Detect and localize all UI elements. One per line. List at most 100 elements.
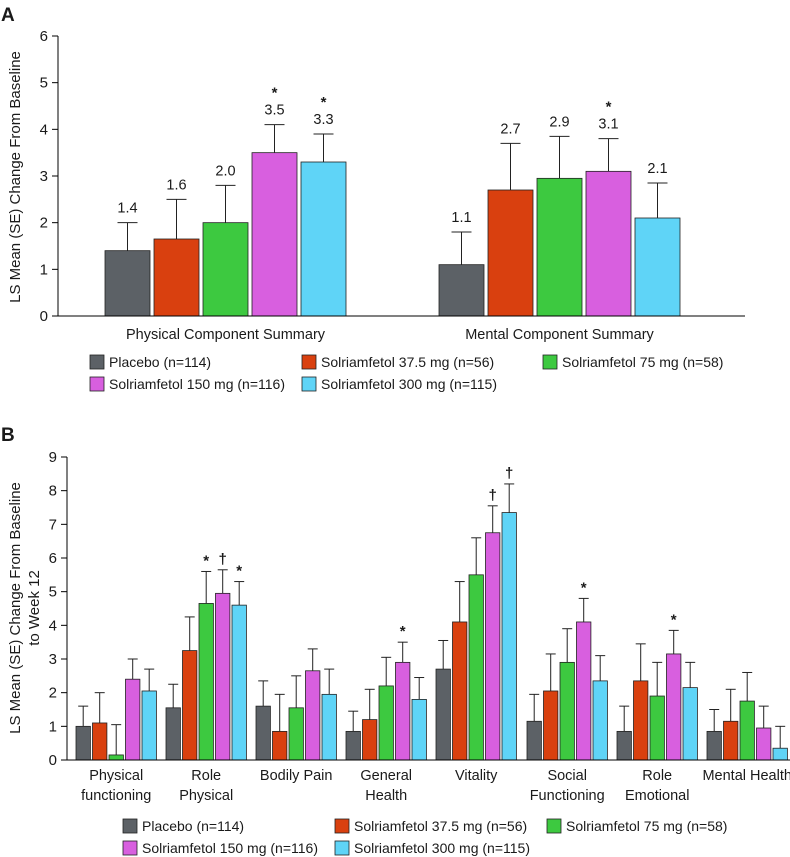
panel-a-y-tick-label: 1 (40, 261, 48, 278)
panel-a-category-label: Mental Component Summary (465, 327, 654, 343)
panel-a-value-label: 1.4 (117, 201, 137, 217)
panel-b-bar (452, 621, 468, 761)
panel-a-bar (438, 264, 485, 317)
panel-a-y-tick-label: 2 (40, 215, 48, 232)
panel-b-legend-label: Solriamfetol 37.5 mg (n=56) (354, 818, 527, 834)
panel-b-y-tick-labels: 0 1 2 3 4 5 6 7 8 9 (49, 449, 67, 769)
panel-b-label: B (1, 425, 15, 446)
panel-a-value-label: 3.1 (598, 117, 618, 133)
panel-b-category-label: functioning (81, 788, 151, 804)
panel-a-legend-swatch (301, 354, 317, 370)
panel-b-category-label: Social (547, 768, 587, 784)
panel-a-legend-label: Placebo (n=114) (109, 354, 211, 370)
panel-b-y-tick-label: 9 (49, 449, 57, 466)
panel-b-bars: * † * * † † * * (75, 465, 788, 761)
panel-a-y-tick-label: 5 (40, 75, 48, 92)
panel-b-category-label: Role (642, 768, 672, 784)
panel-b-significance-mark: † (505, 465, 513, 482)
panel-b-bar (616, 730, 632, 761)
panel-b-legend-swatch (546, 818, 562, 834)
panel-a-legend: Placebo (n=114) Solriamfetol 37.5 mg (n=5… (89, 354, 723, 392)
panel-b-axes (66, 457, 790, 761)
panel-a-bar (251, 152, 298, 317)
panel-a-legend-label: Solriamfetol 300 mg (n=115) (321, 376, 497, 392)
panel-a-bars: 1.41.62.03.5*3.3*1.12.7 2.9 3.1*2.1 (104, 85, 681, 317)
panel-a-category-label: Physical Component Summary (126, 327, 326, 343)
panel-b-bar (559, 661, 575, 761)
panel-a-value-label: 3.3 (313, 112, 333, 128)
panel-a-legend-label: Solriamfetol 37.5 mg (n=56) (321, 354, 494, 370)
panel-b-bar (756, 727, 772, 761)
panel-b-bar (92, 722, 108, 761)
panel-a-value-label: 1.1 (451, 210, 471, 226)
panel-a-legend-swatch (542, 354, 558, 370)
panel-b-bar (362, 719, 378, 761)
panel-a-significance-mark: * (606, 99, 612, 116)
panel-a-bar (300, 161, 347, 317)
panel-b-bar (108, 754, 124, 761)
panel-b-bar (231, 604, 247, 761)
panel-b-bar (739, 700, 755, 761)
panel-b-legend-swatch (334, 840, 350, 856)
panel-b-bar (411, 699, 427, 761)
panel-a-bar (585, 170, 632, 317)
panel-b-y-tick-label: 3 (49, 651, 57, 668)
panel-b-category-label: Role (191, 768, 221, 784)
panel-a-value-label: 2.0 (215, 163, 235, 179)
panel-b-y-tick-label: 0 (49, 752, 57, 769)
panel-b-bar (378, 685, 394, 761)
panel-b-y-tick-label: 1 (49, 718, 57, 735)
panel-b-y-axis-label-line1: LS Mean (SE) Change From Baseline (7, 482, 24, 734)
panel-b-bar (723, 720, 739, 761)
panel-b-significance-mark: * (400, 623, 406, 640)
panel-b-bar (526, 720, 542, 761)
panel-a-label: A (1, 5, 15, 26)
panel-b-bar (305, 670, 321, 761)
panel-b-bar (485, 532, 501, 761)
panel-a-chart: A LS Mean (SE) Change From Baseline 0 1 2 3… (1, 5, 745, 392)
panel-b-bar (772, 747, 788, 761)
panel-b-chart: B LS Mean (SE) Change From Baseline to W… (1, 425, 790, 856)
panel-b-bar (435, 668, 451, 761)
panel-b-bar (706, 730, 722, 761)
panel-b-significance-mark: * (581, 579, 587, 596)
panel-b-significance-mark: * (236, 563, 242, 580)
panel-a-y-tick-labels: 0 1 2 3 4 5 6 (40, 28, 58, 325)
panel-b-legend-swatch (122, 818, 138, 834)
panel-b-y-tick-label: 2 (49, 685, 57, 702)
panel-b-bar (272, 730, 288, 761)
panel-a-y-tick-label: 3 (40, 168, 48, 185)
panel-a-value-label: 3.5 (264, 103, 284, 119)
panel-b-y-tick-label: 6 (49, 550, 57, 567)
panel-b-significance-mark: † (219, 551, 227, 568)
panel-a-y-tick-label: 6 (40, 28, 48, 45)
panel-b-bar (633, 680, 649, 761)
panel-b-bar (543, 690, 559, 761)
panel-a-y-tick-label: 4 (40, 121, 48, 138)
panel-a-value-label: 2.1 (647, 161, 667, 177)
panel-b-bar (165, 707, 181, 761)
panel-b-category-label: Functioning (530, 788, 605, 804)
panel-b-legend: Placebo (n=114) Solriamfetol 37.5 mg (n=5… (122, 818, 727, 856)
panel-a-y-axis-label: LS Mean (SE) Change From Baseline (7, 51, 24, 303)
panel-b-category-label: Physical (179, 788, 233, 804)
panel-b-bar (501, 512, 517, 761)
panel-b-bar (649, 695, 665, 761)
panel-a-y-tick-label: 0 (40, 308, 48, 325)
panel-b-bar (345, 730, 361, 761)
panel-b-y-axis-label-line2: to Week 12 (26, 570, 43, 646)
panel-b-bar (255, 705, 271, 761)
panel-b-category-label: Emotional (625, 788, 689, 804)
panel-b-bar (666, 653, 682, 761)
panel-b-y-tick-label: 5 (49, 584, 57, 601)
panel-b-bar (592, 680, 608, 761)
panel-b-bar (75, 725, 91, 761)
panel-b-bar (682, 687, 698, 761)
panel-a-significance-mark: * (321, 94, 327, 111)
panel-b-bar (395, 661, 411, 761)
panel-a-legend-label: Solriamfetol 150 mg (n=116) (109, 376, 285, 392)
panel-b-y-tick-label: 8 (49, 483, 57, 500)
panel-b-bar (321, 693, 337, 761)
panel-b-category-label: General (360, 768, 412, 784)
